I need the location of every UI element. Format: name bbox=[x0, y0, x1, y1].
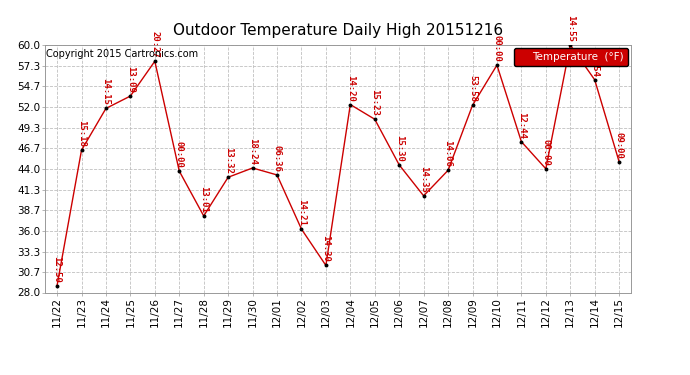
Text: 14:55: 14:55 bbox=[566, 15, 575, 42]
Point bbox=[491, 62, 502, 68]
Point bbox=[149, 58, 160, 64]
Text: 14:06: 14:06 bbox=[444, 140, 453, 167]
Point bbox=[223, 174, 234, 180]
Text: 00:00: 00:00 bbox=[493, 35, 502, 62]
Text: 06:36: 06:36 bbox=[273, 145, 282, 172]
Point bbox=[564, 42, 575, 48]
Text: 13:01: 13:01 bbox=[199, 186, 208, 213]
Text: 13:09: 13:09 bbox=[126, 66, 135, 93]
Point bbox=[540, 166, 551, 172]
Point bbox=[52, 282, 63, 288]
Point bbox=[125, 93, 136, 99]
Text: 20:27: 20:27 bbox=[150, 31, 159, 58]
Text: Outdoor Temperature Daily High 20151216: Outdoor Temperature Daily High 20151216 bbox=[173, 22, 503, 38]
Point bbox=[296, 226, 307, 232]
Point bbox=[589, 77, 600, 83]
Point bbox=[271, 172, 282, 178]
Point bbox=[174, 168, 185, 174]
Text: 14:35: 14:35 bbox=[419, 166, 428, 193]
Text: 14:15: 14:15 bbox=[101, 78, 110, 105]
Text: 12:44: 12:44 bbox=[517, 112, 526, 139]
Point bbox=[418, 193, 429, 199]
Text: 15:30: 15:30 bbox=[395, 135, 404, 162]
Point bbox=[516, 139, 527, 145]
Point bbox=[369, 116, 380, 122]
Point bbox=[467, 102, 478, 108]
Text: 13:32: 13:32 bbox=[224, 147, 233, 174]
Point bbox=[345, 102, 356, 108]
Point bbox=[320, 262, 331, 268]
Text: 14:20: 14:20 bbox=[346, 75, 355, 102]
Text: 00:00: 00:00 bbox=[175, 141, 184, 168]
Point bbox=[198, 213, 209, 219]
Text: 00:00: 00:00 bbox=[542, 139, 551, 166]
Point bbox=[76, 147, 87, 153]
Legend: Temperature  (°F): Temperature (°F) bbox=[513, 48, 628, 66]
Text: 15:23: 15:23 bbox=[371, 89, 380, 116]
Text: 53:58: 53:58 bbox=[468, 75, 477, 102]
Point bbox=[442, 167, 453, 173]
Text: 14:30: 14:30 bbox=[322, 236, 331, 262]
Text: 12:50: 12:50 bbox=[52, 256, 61, 282]
Text: 18:24: 18:24 bbox=[248, 138, 257, 165]
Text: 03:54: 03:54 bbox=[590, 50, 599, 77]
Point bbox=[394, 162, 405, 168]
Text: 15:18: 15:18 bbox=[77, 120, 86, 147]
Text: 14:21: 14:21 bbox=[297, 199, 306, 226]
Point bbox=[247, 165, 258, 171]
Point bbox=[613, 159, 624, 165]
Text: Copyright 2015 Cartronics.com: Copyright 2015 Cartronics.com bbox=[46, 49, 198, 59]
Text: 09:00: 09:00 bbox=[615, 132, 624, 159]
Point bbox=[101, 105, 112, 111]
